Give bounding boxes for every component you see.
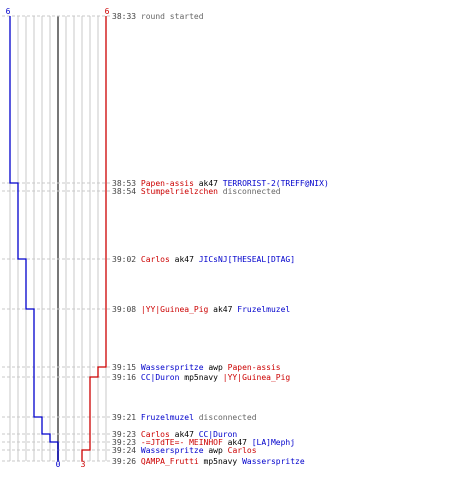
t-alive-line <box>81 16 107 461</box>
event-time: 39:23 <box>112 438 141 447</box>
terrorist-player-name: Papen-assis <box>141 179 194 188</box>
event-time: 39:26 <box>112 457 141 466</box>
ct-alive-step-line <box>9 16 59 461</box>
terrorist-player-name: |YY|Guinea_Pig <box>141 305 209 314</box>
event-line: 39:23 Carlos ak47 CC|Duron <box>112 430 237 439</box>
terrorist-player-name: Carlos <box>228 446 257 455</box>
event-line: 39:23 -=JTdTE=- MEINHOF ak47 [LA]Mephj <box>112 438 295 447</box>
event-time: 39:15 <box>112 363 141 372</box>
event-info-text: disconnected <box>194 413 257 422</box>
t-start-count: 6 <box>105 7 110 16</box>
event-time: 39:24 <box>112 446 141 455</box>
event-line: 39:26 QAMPA_Frutti mp5navy Wasserspritze <box>112 457 305 466</box>
ct-start-count: 6 <box>6 7 11 16</box>
ct-player-name: JICsNJ[THESEAL[DTAG] <box>199 255 295 264</box>
event-line: 39:16 CC|Duron mp5navy |YY|Guinea_Pig <box>112 373 290 382</box>
event-time: 39:08 <box>112 305 141 314</box>
terrorist-player-name: Carlos <box>141 255 170 264</box>
ct-alive-line <box>9 16 59 461</box>
event-time: 39:23 <box>112 430 141 439</box>
ct-player-name: TERRORIST-2(TREFF@NIX) <box>223 179 329 188</box>
player-grid <box>9 16 107 461</box>
weapon-name: awp <box>204 363 228 372</box>
event-line: 39:15 Wasserspritze awp Papen-assis <box>112 363 281 372</box>
ct-player-name: CC|Duron <box>141 373 180 382</box>
event-info-text: disconnected <box>218 187 281 196</box>
t-end-count: 3 <box>81 460 86 469</box>
ct-player-name: Fruzelmuzel <box>237 305 290 314</box>
terrorist-player-name: -=JTdTE=- MEINHOF <box>141 438 223 447</box>
weapon-name: mp5navy <box>179 373 222 382</box>
weapon-name: ak47 <box>208 305 237 314</box>
ct-player-name: [LA]Mephj <box>252 438 295 447</box>
terrorist-player-name: Papen-assis <box>228 363 281 372</box>
event-line: 39:08 |YY|Guinea_Pig ak47 Fruzelmuzel <box>112 305 290 314</box>
event-time: 39:16 <box>112 373 141 382</box>
event-line: 38:33 round started <box>112 12 204 21</box>
terrorist-player-name: QAMPA_Frutti <box>141 457 199 466</box>
weapon-name: mp5navy <box>199 457 242 466</box>
event-line: 39:02 Carlos ak47 JICsNJ[THESEAL[DTAG] <box>112 255 295 264</box>
event-line: 38:54 Stumpelrielzchen disconnected <box>112 187 281 196</box>
team-count-labels: 6 6 0 3 <box>6 7 110 469</box>
ct-player-name: Fruzelmuzel <box>141 413 194 422</box>
event-time: 38:54 <box>112 187 141 196</box>
ct-player-name: Wasserspritze <box>242 457 305 466</box>
terrorist-player-name: |YY|Guinea_Pig <box>223 373 291 382</box>
terrorist-alive-step-line <box>81 16 107 461</box>
event-line: 38:53 Papen-assis ak47 TERRORIST-2(TREFF… <box>112 179 329 188</box>
event-time: 38:53 <box>112 179 141 188</box>
ct-player-name: Wasserspritze <box>141 363 204 372</box>
ct-player-name: CC|Duron <box>199 430 238 439</box>
event-time: 39:02 <box>112 255 141 264</box>
event-line: 39:24 Wasserspritze awp Carlos <box>112 446 257 455</box>
event-line: 39:21 Fruzelmuzel disconnected <box>112 413 257 422</box>
weapon-name: ak47 <box>170 430 199 439</box>
weapon-name: ak47 <box>194 179 223 188</box>
weapon-name: ak47 <box>223 438 252 447</box>
event-log: 38:33 round started 38:53 Papen-assis ak4… <box>112 12 329 466</box>
ct-player-name: Wasserspritze <box>141 446 204 455</box>
weapon-name: ak47 <box>170 255 199 264</box>
event-time: 39:21 <box>112 413 141 422</box>
event-info-text: round started <box>141 12 204 21</box>
ct-end-count: 0 <box>56 460 61 469</box>
terrorist-player-name: Carlos <box>141 430 170 439</box>
weapon-name: awp <box>204 446 228 455</box>
event-time: 38:33 <box>112 12 141 21</box>
terrorist-player-name: Stumpelrielzchen <box>141 187 218 196</box>
